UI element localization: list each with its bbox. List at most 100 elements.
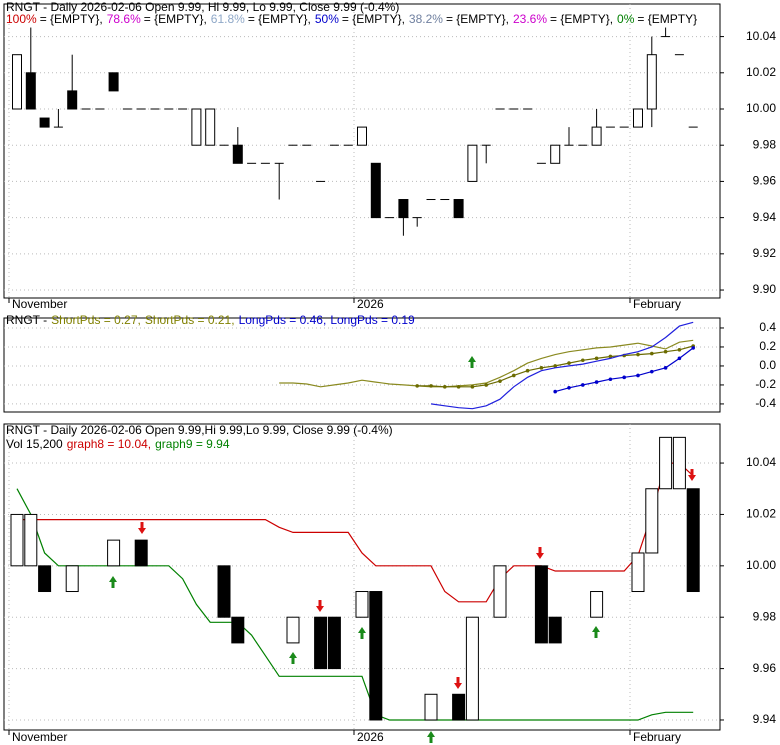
y-tick-label: 9.92 [753, 246, 777, 260]
legend-level: 23.6% [513, 12, 547, 26]
sell-arrow [454, 677, 462, 689]
candle-body [217, 565, 231, 618]
buy-arrow [289, 652, 297, 664]
series-marker [553, 389, 557, 394]
candle-body [465, 616, 479, 721]
candle-body [398, 199, 409, 219]
series-marker [539, 366, 544, 370]
legend-item: graph9 = 9.94 [155, 437, 230, 451]
candle-body [646, 54, 657, 110]
series-marker [525, 368, 530, 373]
candle-body [591, 126, 602, 146]
candle-body [357, 126, 367, 146]
candle-body [453, 199, 464, 219]
candle-body [355, 591, 369, 618]
y-tick-label: 9.98 [753, 609, 777, 623]
candle-body [191, 108, 202, 146]
series-marker [663, 366, 668, 370]
legend-level: 78.6% [107, 12, 141, 26]
y-tick-label: 9.94 [753, 210, 777, 224]
series-marker [636, 352, 640, 357]
series-line [16, 488, 694, 721]
y-tick-label: 10.04 [746, 455, 776, 469]
x-tick-label: November [12, 730, 67, 744]
legend-item: ShortPds = 0.27, [51, 313, 141, 327]
candle-body [550, 144, 561, 164]
series-marker [553, 364, 557, 368]
series-marker [567, 385, 571, 390]
candle-body [590, 591, 604, 618]
legend-item: Vol 15,200 [6, 437, 63, 451]
y-tick-label: 0.0 [759, 358, 776, 372]
legend-text: = {EMPTY}, [550, 12, 613, 26]
series-marker [636, 373, 640, 378]
legend-text: = {EMPTY}, [342, 12, 405, 26]
candle-body [67, 90, 78, 110]
pane-title: RNGT - ShortPds = 0.27, ShortPds = 0.21, Lo… [6, 313, 415, 327]
sell-arrow [536, 547, 544, 559]
candle-body [659, 436, 673, 490]
y-tick-label: 0.2 [759, 339, 776, 353]
candle-body [38, 565, 52, 593]
legend-text: = {EMPTY}, [40, 12, 103, 26]
y-tick-label: 10.00 [746, 101, 776, 115]
candle-body [493, 565, 507, 618]
sell-arrow [316, 600, 324, 612]
candle-body [25, 72, 36, 110]
series-marker [456, 385, 461, 389]
x-tick-label: February [633, 297, 681, 311]
series-marker [650, 369, 654, 374]
candle-body [232, 144, 243, 164]
y-tick-label: 9.94 [753, 712, 777, 726]
series-marker [429, 384, 433, 388]
title-text: RNGT - Daily 2026-02-06 Open 9.99,Hi 9.9… [6, 423, 393, 437]
sell-arrow [138, 522, 146, 534]
series-line [279, 339, 694, 388]
legend-level: 50% [315, 12, 339, 26]
series-marker [498, 379, 502, 383]
legend-text: = {EMPTY}, [446, 12, 509, 26]
candle-body [286, 616, 300, 644]
y-tick-label: 9.96 [753, 174, 777, 188]
x-tick-label: 2026 [357, 730, 384, 744]
series-marker [594, 380, 599, 384]
series-marker [663, 349, 668, 354]
candle-body [231, 616, 245, 644]
series-line [17, 462, 694, 603]
candle-body [314, 616, 328, 670]
candle-body [467, 144, 478, 182]
candle-body [24, 513, 38, 567]
pane-title: RNGT - Daily 2026-02-06 Open 9.99,Hi 9.9… [6, 423, 393, 437]
series-marker [581, 358, 585, 363]
legend-text: = {EMPTY}, [144, 12, 207, 26]
signal-arrows [109, 356, 696, 743]
series-marker [512, 373, 516, 378]
series-marker [608, 377, 613, 382]
y-tick-label: 10.00 [746, 558, 776, 572]
candle-body [534, 565, 548, 644]
candle-body [108, 72, 119, 92]
legend-item: ShortPds = 0.21, [145, 313, 235, 327]
legend-level: 38.2% [409, 12, 443, 26]
y-tick-label: 10.04 [746, 29, 776, 43]
series-marker [677, 348, 682, 352]
candle-body [633, 108, 643, 128]
pane: 0.4 0.2 0.0 -0.2 -0.4 RNGT - ShortPds = 0.27, S… [3, 313, 776, 413]
y-tick-label: 10.02 [746, 65, 776, 79]
candle-body [65, 565, 79, 593]
sell-arrow [688, 469, 696, 481]
legend-text: = {EMPTY} [637, 12, 697, 26]
series-marker [594, 356, 599, 361]
series-marker [691, 346, 695, 350]
pane-frame [3, 423, 721, 731]
candle-body [370, 162, 381, 219]
legend: Vol 15,200 graph8 = 10.04, graph9 = 9.94 [6, 437, 230, 451]
buy-arrow [427, 731, 435, 743]
legend-level: 100% [6, 12, 37, 26]
buy-arrow [109, 576, 117, 588]
candle-body [645, 488, 659, 554]
legend-level: 0% [617, 12, 635, 26]
candle-body [631, 552, 645, 593]
legend-item: graph8 = 10.04, [67, 437, 151, 451]
